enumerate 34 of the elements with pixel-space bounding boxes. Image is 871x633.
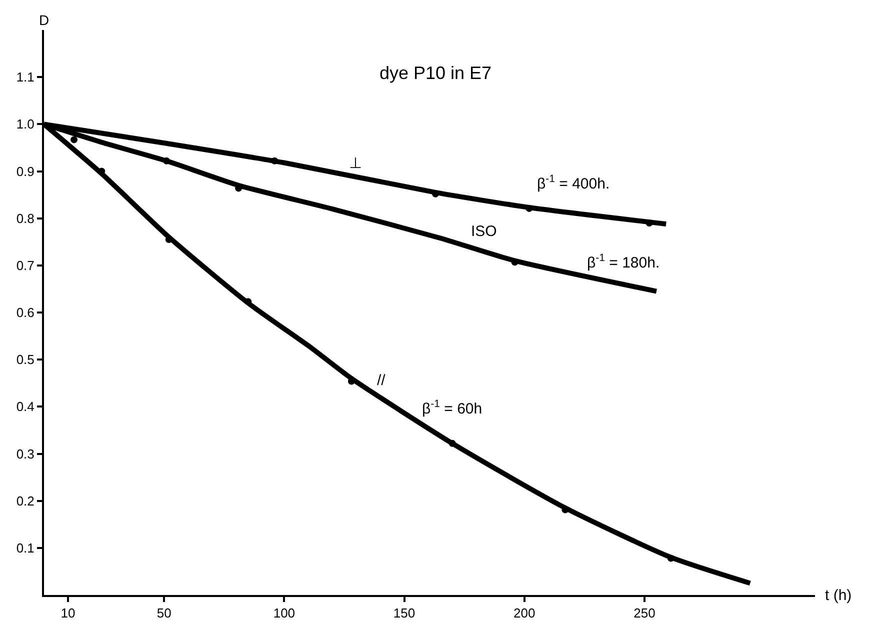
annotation: β$^{-1}$ = 180h. [587, 252, 660, 272]
y-tick-label: 1.1 [16, 70, 34, 85]
y-tick-label: 0.1 [16, 540, 34, 556]
annotation: ISO [471, 223, 497, 240]
x-tick-label: 150 [393, 606, 416, 621]
x-tick-label: 100 [273, 606, 296, 621]
y-tick-label: 0.5 [16, 352, 34, 368]
x-tick-label: 250 [634, 606, 656, 621]
annotation: // [377, 372, 386, 389]
x-tick-label: 50 [156, 606, 172, 621]
annotation: β$^{-1}$ = 60h [422, 398, 482, 418]
annotation: ⊥ [349, 155, 362, 172]
x-axis-title: t (h) [825, 587, 852, 604]
point [448, 440, 456, 447]
point [163, 157, 170, 164]
point [271, 157, 278, 164]
y-tick-label: 0.2 [16, 493, 34, 508]
y-tick-label: 0.7 [16, 258, 34, 273]
point [667, 554, 674, 562]
y-tick-label: 1.0 [16, 116, 34, 132]
point [646, 220, 653, 227]
point [244, 298, 252, 306]
y-tick-label: 0.8 [16, 210, 34, 226]
y-tick-label: 0.3 [16, 446, 34, 462]
point [70, 136, 78, 144]
y-tick-label: 0.4 [16, 399, 34, 414]
text: dye P10 in E7 [379, 63, 492, 84]
x-tick-label: 200 [514, 606, 536, 621]
point [526, 204, 533, 212]
annotation: β$^{-1}$ = 400h. [537, 173, 610, 192]
x-tick-label: 10 [60, 606, 76, 621]
y-tick-label: 0.6 [16, 305, 34, 320]
y-tick-label: 0.9 [16, 164, 34, 179]
y-axis-title: D [39, 12, 50, 28]
